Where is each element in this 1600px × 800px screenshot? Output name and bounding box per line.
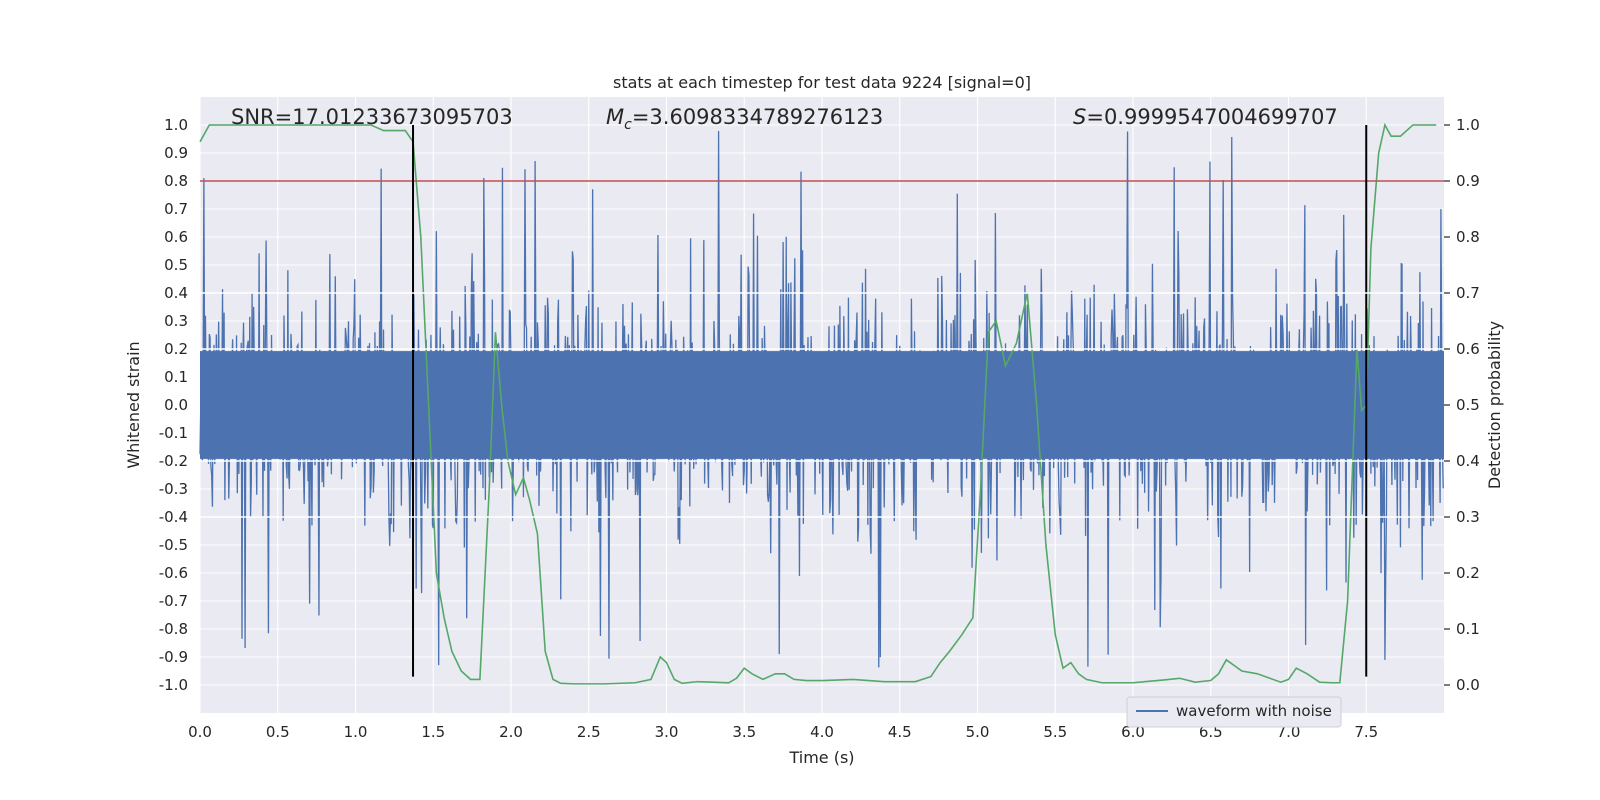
y-tick-label-1: 0.9: [164, 144, 188, 162]
event-markers: [412, 125, 1368, 677]
y-tick-label-18: -0.8: [159, 620, 188, 638]
y2-tick-label-8: 0.2: [1456, 564, 1480, 582]
legend-box: [1126, 696, 1342, 728]
y-tick-label-13: -0.3: [159, 480, 188, 498]
y2-tick-label-6: 0.4: [1456, 452, 1480, 470]
x-tick-label-8: 4.0: [810, 723, 834, 741]
legend: waveform with noise: [1126, 696, 1342, 728]
y2-tick-label-2: 0.8: [1456, 228, 1480, 246]
x-tick-label-5: 2.5: [577, 723, 601, 741]
y-tick-label-3: 0.7: [164, 200, 188, 218]
s-value: =0.9999547004699707: [1086, 105, 1337, 129]
x-tick-label-0: 0.0: [188, 723, 212, 741]
x-tick-label-10: 5.0: [966, 723, 990, 741]
waveform-series: [199, 131, 1444, 668]
x-tick-label-6: 3.0: [655, 723, 679, 741]
s-symbol: S: [1073, 105, 1086, 129]
x-tick-label-9: 4.5: [888, 723, 912, 741]
y-tick-label-7: 0.3: [164, 312, 188, 330]
x-tick-label-1: 0.5: [266, 723, 290, 741]
y2-tick-label-1: 0.9: [1456, 172, 1480, 190]
y-tick-label-10: 0.0: [164, 396, 188, 414]
y-tick-label-17: -0.7: [159, 592, 188, 610]
x-tick-label-11: 5.5: [1043, 723, 1067, 741]
mc-symbol: M: [606, 105, 624, 129]
y-tick-label-15: -0.5: [159, 536, 188, 554]
mc-value: =3.6098334789276123: [632, 105, 883, 129]
y2-tick-label-5: 0.5: [1456, 396, 1480, 414]
y-tick-label-14: -0.4: [159, 508, 188, 526]
y2-tick-label-9: 0.1: [1456, 620, 1480, 638]
x-tick-label-7: 3.5: [732, 723, 756, 741]
y-tick-label-4: 0.6: [164, 228, 188, 246]
chart-title: stats at each timestep for test data 922…: [613, 73, 1031, 92]
x-tick-label-2: 1.0: [344, 723, 368, 741]
x-tick-label-4: 2.0: [499, 723, 523, 741]
y-tick-label-0: 1.0: [164, 116, 188, 134]
y2-tick-label-10: 0.0: [1456, 676, 1480, 694]
y-tick-label-8: 0.2: [164, 340, 188, 358]
y2-tick-label-7: 0.3: [1456, 508, 1480, 526]
y-tick-label-9: 0.1: [164, 368, 188, 386]
y2-axis-label: Detection probability: [1485, 321, 1504, 489]
s-annotation: S=0.9999547004699707: [1073, 105, 1338, 129]
y-axis-label: Whitened strain: [124, 341, 143, 468]
y-tick-label-20: -1.0: [159, 676, 188, 694]
y-tick-label-19: -0.9: [159, 648, 188, 666]
y2-tick-label-0: 1.0: [1456, 116, 1480, 134]
legend-label-waveform: waveform with noise: [1176, 702, 1332, 720]
y-axis-ticks: 1.0 0.9 0.8 0.7 0.6 0.5 0.4 0.3 0.2 0.1 0.0 -0.1 -0.…: [159, 116, 188, 694]
y-tick-label-5: 0.5: [164, 256, 188, 274]
x-tick-label-3: 1.5: [421, 723, 445, 741]
y-tick-label-6: 0.4: [164, 284, 188, 302]
waveform-line: [199, 131, 1444, 668]
y2-axis-ticks: 1.0 0.9 0.8 0.7 0.6 0.5 0.4 0.3 0.2 0.1 0.0: [200, 116, 1480, 694]
y-tick-label-11: -0.1: [159, 424, 188, 442]
y2-tick-label-4: 0.6: [1456, 340, 1480, 358]
y2-tick-label-3: 0.7: [1456, 284, 1480, 302]
y-tick-label-2: 0.8: [164, 172, 188, 190]
mc-subscript: c: [624, 117, 632, 133]
y-tick-label-12: -0.2: [159, 452, 188, 470]
chirp-mass-annotation: Mc=3.6098334789276123: [606, 105, 883, 133]
y-tick-label-16: -0.6: [159, 564, 188, 582]
x-axis-label: Time (s): [788, 748, 854, 767]
snr-annotation: SNR=17.01233673095703: [231, 105, 513, 129]
x-tick-label-15: 7.5: [1354, 723, 1378, 741]
probability-series-line: [199, 122, 1437, 685]
